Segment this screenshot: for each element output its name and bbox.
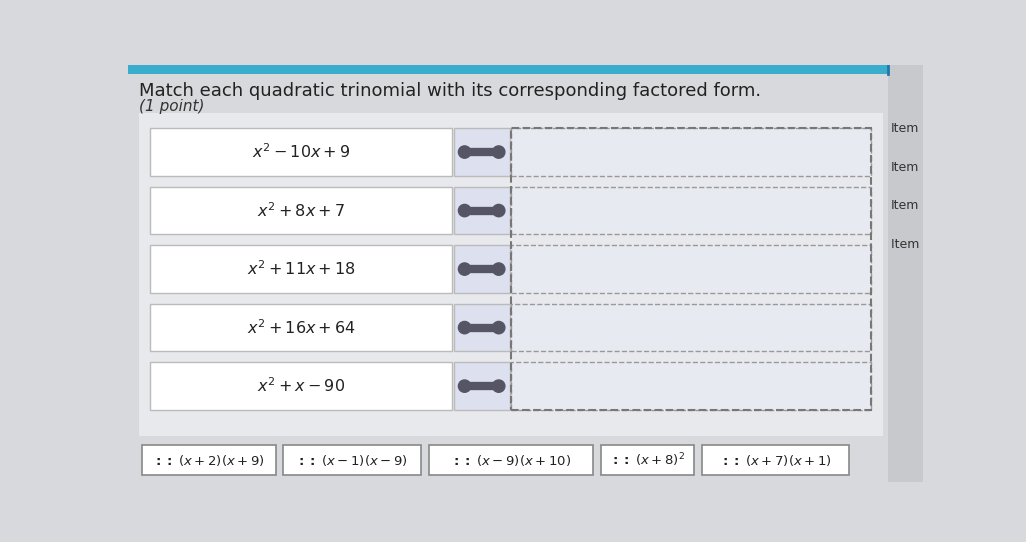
Bar — [140, 113, 883, 436]
Text: $x^2 + 8x + 7$: $x^2 + 8x + 7$ — [258, 201, 345, 220]
Bar — [511, 186, 871, 235]
Text: Item: Item — [891, 160, 919, 173]
Bar — [283, 446, 422, 475]
Circle shape — [492, 263, 505, 275]
Text: $x^2 + 16x + 64$: $x^2 + 16x + 64$ — [246, 318, 355, 337]
Circle shape — [459, 321, 471, 334]
Bar — [601, 446, 694, 475]
Bar — [702, 446, 849, 475]
Text: $x^2 - 10x + 9$: $x^2 - 10x + 9$ — [252, 143, 350, 162]
Text: (1 point): (1 point) — [140, 99, 204, 114]
Circle shape — [459, 263, 471, 275]
Bar — [511, 304, 871, 351]
Circle shape — [459, 204, 471, 217]
Text: $\mathbf{::}$ $(x+8)^2$: $\mathbf{::}$ $(x+8)^2$ — [610, 451, 685, 469]
Text: $\mathbf{::}$ $(x+2)(x+9)$: $\mathbf{::}$ $(x+2)(x+9)$ — [153, 453, 265, 468]
Bar — [150, 186, 452, 235]
Bar — [429, 446, 593, 475]
Bar — [453, 362, 510, 410]
Circle shape — [492, 146, 505, 158]
Bar — [150, 304, 452, 351]
Bar — [511, 128, 871, 410]
Bar — [143, 446, 276, 475]
Text: $\mathbf{::}$ $(x+7)(x+1)$: $\mathbf{::}$ $(x+7)(x+1)$ — [719, 453, 831, 468]
Bar — [511, 362, 871, 410]
Bar — [453, 304, 510, 351]
Bar — [150, 245, 452, 293]
Text: $\mathbf{::}$ $(x-1)(x-9)$: $\mathbf{::}$ $(x-1)(x-9)$ — [297, 453, 408, 468]
Circle shape — [459, 146, 471, 158]
Circle shape — [492, 380, 505, 392]
Bar — [150, 362, 452, 410]
Text: Match each quadratic trinomial with its corresponding factored form.: Match each quadratic trinomial with its … — [140, 82, 761, 100]
Circle shape — [459, 380, 471, 392]
Text: Item: Item — [891, 199, 919, 212]
Text: $\mathbf{::}$ $(x-9)(x+10)$: $\mathbf{::}$ $(x-9)(x+10)$ — [451, 453, 571, 468]
Bar — [128, 65, 887, 74]
Bar — [511, 128, 871, 176]
Bar — [150, 128, 452, 176]
Text: Item: Item — [891, 122, 919, 135]
Circle shape — [492, 321, 505, 334]
Bar — [453, 245, 510, 293]
Bar — [511, 245, 871, 293]
Text: $x^2 + x - 90$: $x^2 + x - 90$ — [256, 377, 345, 396]
Text: $x^2 + 11x + 18$: $x^2 + 11x + 18$ — [247, 260, 355, 279]
Bar — [453, 186, 510, 235]
Text: Item 8: Item 8 — [891, 237, 932, 250]
Bar — [887, 65, 923, 482]
Bar — [453, 128, 510, 176]
Circle shape — [492, 204, 505, 217]
